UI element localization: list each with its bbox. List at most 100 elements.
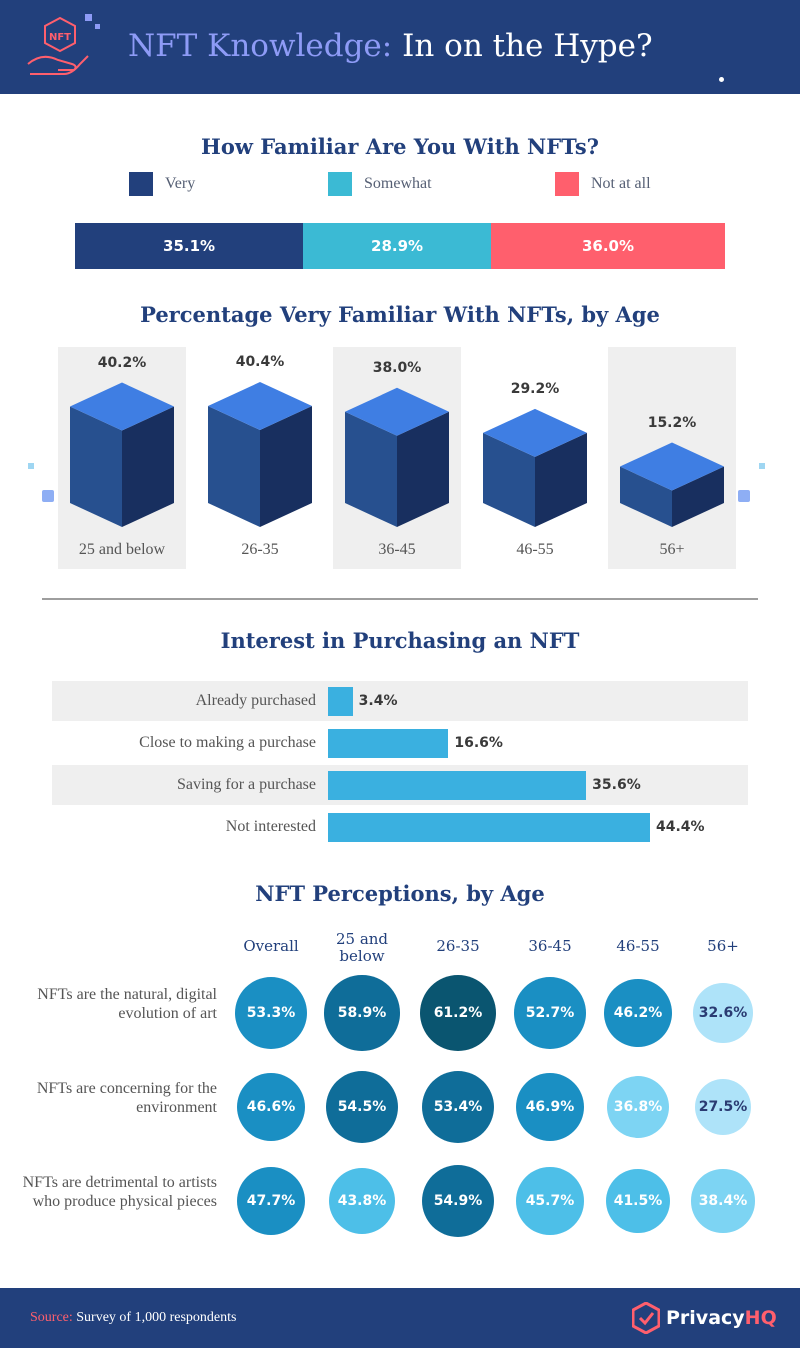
interest-row: Already purchased 3.4% [52,681,748,721]
stacked-bar-segment: 28.9% [303,223,491,269]
age-column: 40.2% 25 and below [58,347,186,569]
logo-text: NFT [49,32,71,43]
legend-item: Not at all [555,172,651,196]
perception-bubble: 36.8% [606,1075,670,1139]
perceptions-title: NFT Perceptions, by Age [255,881,545,906]
decoration-square [738,490,750,502]
cube-left-face [345,411,397,527]
age-value-label: 40.2% [97,354,147,371]
cube-left-face [70,406,122,527]
nft-hand-logo-icon: NFT [27,14,100,75]
perception-bubble: 43.8% [328,1167,396,1235]
decoration-square [28,463,34,469]
age-value-label: 38.0% [372,359,422,376]
interest-bar [328,771,587,800]
page-title-highlight: NFT Knowledge: [128,28,393,64]
perception-bubble: 45.7% [516,1167,584,1235]
legend-label: Somewhat [364,175,432,192]
interest-value-label: 35.6% [592,777,641,793]
legend-label: Very [165,175,196,192]
perception-bubble: 47.7% [236,1166,306,1236]
age-category-label: 56+ [659,541,685,558]
perception-column-header: 36-45 [528,937,572,955]
perception-bubble: 46.9% [515,1072,585,1142]
legend-swatch [555,172,579,196]
cube-right-face [535,432,587,527]
footer: Source: Survey of 1,000 respondents Priv… [0,1288,800,1348]
interest-row: Saving for a purchase 35.6% [52,765,748,805]
stacked-bar-segment: 35.1% [75,223,304,269]
perception-bubble: 53.4% [421,1070,494,1143]
perception-bubble: 54.5% [325,1070,399,1144]
age-column: 29.2% 46-55 [471,347,599,569]
cube-right-face [397,411,449,527]
interest-row: Not interested 44.4% [52,807,748,847]
age-value-label: 40.4% [235,354,285,371]
age-title: Percentage Very Familiar With NFTs, by A… [140,302,660,327]
brand-main: Privacy [666,1307,745,1329]
age-category-label: 25 and below [78,541,166,558]
page-title-rest: In on the Hype? [392,28,653,64]
perception-bubble: 27.5% [694,1078,752,1136]
perception-bubble: 58.9% [324,975,400,1051]
perception-row-label: NFTs are concerning for the environment [36,1080,217,1116]
shield-check-icon [632,1302,660,1334]
perception-bubble: 32.6% [693,983,753,1043]
interest-value-label: 44.4% [656,819,705,835]
perception-bubble: 61.2% [419,974,497,1052]
age-cube-bar [208,382,312,527]
legend-swatch [328,172,352,196]
interest-bar [328,729,449,758]
familiar-stacked-bar: 35.1% 28.9% 36.0% [75,223,725,269]
stacked-bar-segment: 36.0% [490,223,725,269]
cube-top-face [483,408,587,457]
source-key: Source: [30,1310,73,1325]
header-banner: NFT NFT Knowledge: In on the Hype? [0,0,800,94]
header-dot-decoration [719,77,724,82]
age-cube-bar [483,408,587,527]
perception-bubble: 52.7% [514,977,586,1049]
perception-bubble: 53.3% [235,977,307,1049]
legend-item: Somewhat [328,172,432,196]
age-column: 15.2% 56+ [608,347,736,569]
age-cube-bar [70,382,174,527]
page-title: NFT Knowledge: In on the Hype? [128,28,653,64]
interest-value-label: 3.4% [358,693,398,709]
legend-item: Very [129,172,195,196]
perception-column-header: Overall [243,937,299,955]
perception-row-label: NFTs are detrimental to artists who prod… [22,1174,217,1210]
cube-right-face [672,466,724,527]
perception-column-header: 56+ [707,937,739,955]
interest-category-label: Saving for a purchase [176,776,316,793]
interest-bar [328,687,353,716]
interest-bar [328,813,650,842]
age-category-label: 46-55 [516,541,554,558]
perception-column-header: 25 and below [335,930,389,965]
age-category-label: 36-45 [378,541,416,558]
perception-bubble: 38.4% [691,1169,755,1233]
brand-logo: PrivacyHQ [632,1302,777,1334]
cube-left-face [208,406,260,527]
legend-swatch [129,172,153,196]
cube-left-face [620,466,672,527]
age-column: 38.0% 36-45 [333,347,461,569]
perception-bubble: 54.9% [421,1164,495,1238]
age-value-label: 15.2% [647,414,697,431]
cube-left-face [483,432,535,527]
perception-column-header: 26-35 [436,937,480,955]
familiar-title: How Familiar Are You With NFTs? [201,134,599,159]
source-text: Survey of 1,000 respondents [72,1310,237,1325]
age-column: 40.4% 26-35 [196,347,324,569]
legend-label: Not at all [591,175,651,192]
perception-column-header: 46-55 [616,937,660,955]
source-note: Source: Survey of 1,000 respondents [30,1310,236,1326]
cube-top-face [208,382,312,431]
interest-category-label: Not interested [225,818,316,835]
cube-top-face [345,387,449,436]
interest-value-label: 16.6% [454,735,503,751]
brand-name: PrivacyHQ [666,1307,777,1329]
cube-right-face [260,406,312,527]
age-cube-bar [345,387,449,527]
decoration-square [759,463,765,469]
perception-bubble: 46.2% [604,979,672,1047]
